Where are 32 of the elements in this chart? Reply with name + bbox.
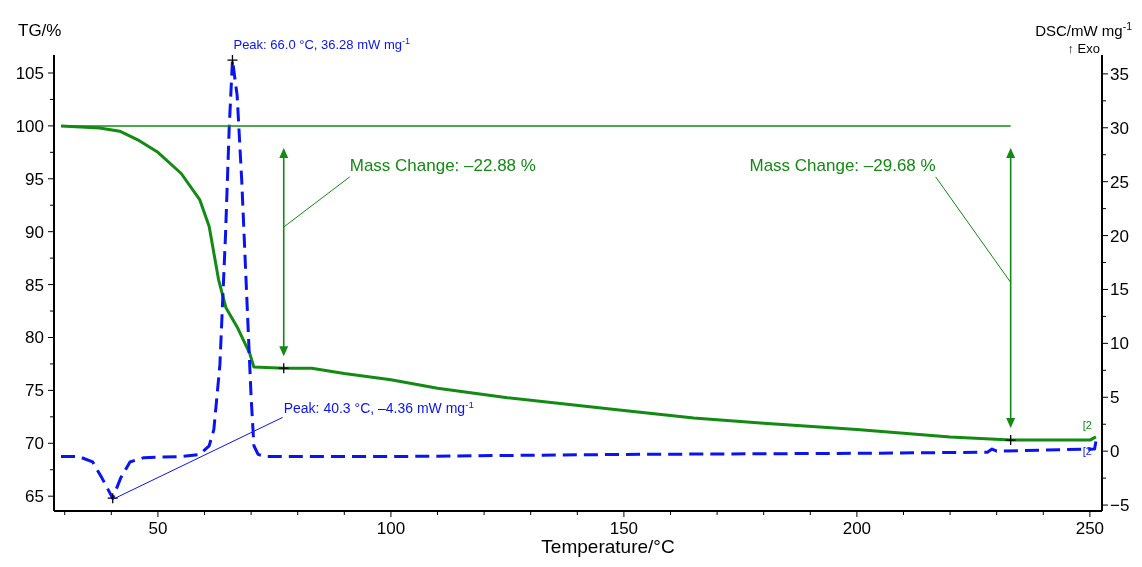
y2-tick-label: 25: [1110, 172, 1129, 192]
y2-tick-label: 15: [1110, 280, 1129, 300]
y-tick-label: 95: [25, 169, 44, 189]
annotation: ↑ Exo: [1067, 41, 1100, 56]
series-label: [2: [1082, 418, 1092, 431]
y2-tick-label: 0: [1110, 442, 1120, 462]
y2-axis-title: DSC/mW mg$^{-1}$: [1035, 20, 1133, 39]
x-axis-title: Temperature/°C: [541, 536, 675, 557]
annotation: Peak: 40.3 °C, –4.36 mW mg$^{-1}$: [283, 398, 474, 417]
y2-tick-label: 5: [1110, 388, 1120, 408]
x-tick-label: 200: [842, 519, 872, 538]
y-tick-label: 80: [25, 328, 44, 348]
y2-tick-label: −5: [1110, 496, 1130, 516]
y-axis-title: TG/%: [18, 21, 62, 40]
y2-tick-label: 10: [1110, 334, 1129, 354]
y-tick-label: 65: [25, 487, 44, 507]
y-tick-label: 100: [15, 116, 44, 136]
y2-tick-label: 30: [1110, 118, 1129, 138]
y-tick-label: 85: [25, 275, 44, 295]
x-tick-label: 250: [1075, 519, 1105, 538]
y2-tick-label: 35: [1110, 64, 1129, 84]
y-tick-label: 75: [25, 381, 44, 401]
annotation: Peak: 66.0 °C, 36.28 mW mg$^{-1}$: [233, 36, 411, 53]
annotation: Mass Change: –29.68 %: [749, 155, 936, 175]
y-tick-label: 70: [25, 434, 44, 454]
x-tick-label: 100: [376, 519, 406, 538]
y2-tick-label: 20: [1110, 226, 1129, 246]
x-tick-label: 50: [148, 519, 168, 538]
annotation: Mass Change: –22.88 %: [349, 155, 536, 175]
y-tick-label: 90: [25, 222, 44, 242]
y-tick-label: 105: [15, 63, 44, 83]
x-tick-label: 150: [609, 519, 639, 538]
